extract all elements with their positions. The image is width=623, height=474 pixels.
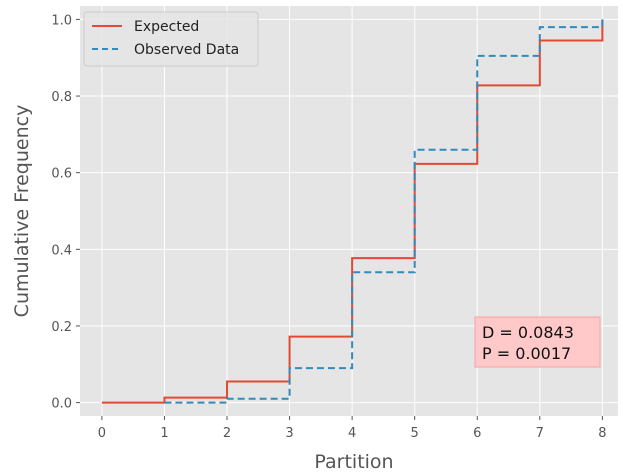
y-tick-label: 0.6 [51,167,72,182]
x-tick-label: 0 [98,426,106,441]
series-line-expected [101,19,604,404]
stats-d-value: D = 0.0843 [482,323,574,342]
x-tick-label: 1 [160,426,168,441]
x-tick-label: 3 [285,426,293,441]
stats-p-value: P = 0.0017 [482,344,571,363]
stats-annotation: D = 0.0843 P = 0.0017 [474,316,601,368]
legend-label-expected: Expected [134,19,199,35]
x-axis-ticks: 0 1 2 3 4 5 6 7 8 [98,416,607,441]
x-axis-label: Partition [314,451,393,473]
x-tick-label: 7 [536,426,544,441]
legend-label-observed-data: Observed Data [134,42,239,58]
x-tick-label: 4 [348,426,356,441]
legend-box [83,11,259,67]
x-tick-label: 8 [598,426,606,441]
y-tick-label: 0.8 [51,90,72,105]
legend: Expected Observed Data [83,11,259,67]
y-axis-label: Cumulative Frequency [11,105,33,318]
x-tick-label: 6 [473,426,481,441]
series-line-observed-data [164,19,604,404]
x-tick-label: 5 [411,426,419,441]
y-tick-label: 0.0 [51,397,72,412]
y-tick-label: 1.0 [51,13,72,28]
y-tick-label: 0.4 [51,243,72,258]
stats-annotation-box [474,316,601,368]
y-axis-ticks: 0.0 0.2 0.4 0.6 0.8 1.0 [51,13,80,412]
x-tick-label: 2 [223,426,231,441]
y-tick-label: 0.2 [51,320,72,335]
series-lines [101,19,604,404]
